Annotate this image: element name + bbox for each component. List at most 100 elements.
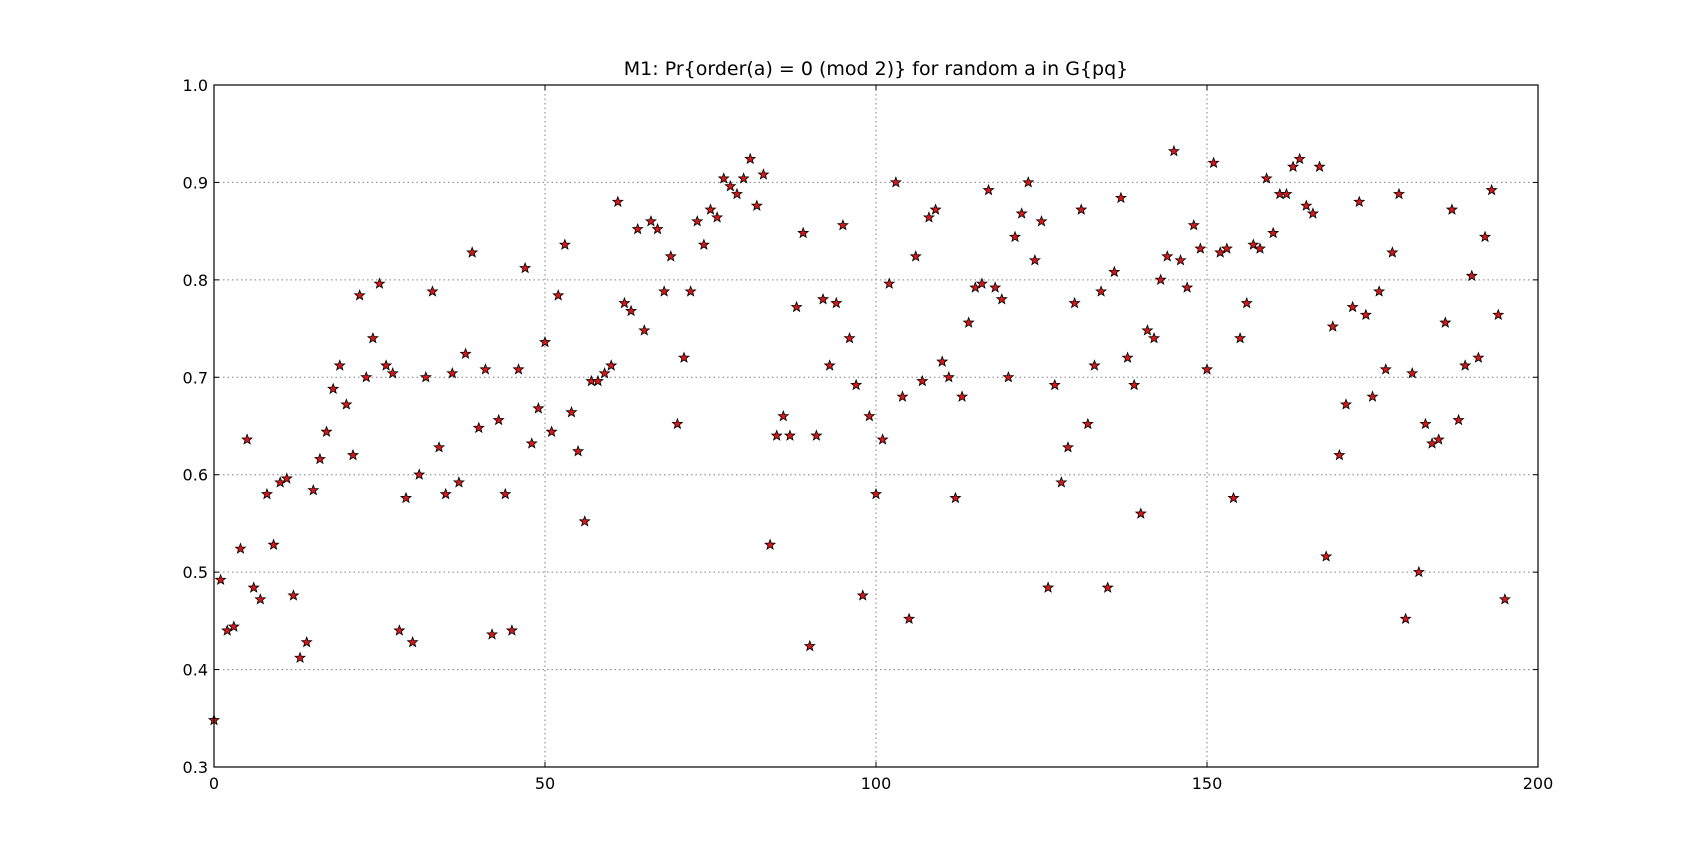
data-point [1207,156,1220,169]
data-point [320,425,333,437]
data-point [1293,152,1306,165]
data-point [1492,308,1505,321]
data-point [677,351,691,363]
data-point [519,261,532,274]
data-point [1194,242,1207,254]
data-point [254,593,267,605]
data-point [1459,359,1472,371]
data-point [505,624,518,636]
data-point [850,378,863,391]
data-point [313,452,326,465]
data-point [247,581,260,593]
data-point [479,363,492,375]
data-point [962,316,975,328]
data-point [459,347,472,360]
data-point [492,413,505,426]
data-point [638,324,651,336]
data-point [399,491,413,504]
data-point [843,331,856,344]
data-point [949,491,962,504]
y-tick-label: 0.3 [183,758,208,777]
data-point [671,417,684,430]
data-points [207,144,1511,726]
data-point [578,515,591,527]
y-tick-label: 0.6 [183,466,208,485]
data-point [704,203,717,215]
data-point [1101,581,1114,593]
data-point [717,172,730,184]
data-point [1174,254,1187,266]
data-point [446,367,459,379]
data-point [1267,226,1280,239]
data-point [300,635,313,648]
data-point [525,437,538,449]
data-point [1141,324,1154,336]
data-point [1154,273,1167,285]
data-point [327,382,340,395]
data-point [1287,160,1300,172]
data-point [353,289,366,301]
data-point [777,409,790,422]
data-point [942,370,955,383]
data-point [770,429,783,441]
data-point [1392,187,1406,200]
data-point [764,538,777,550]
data-point [889,176,902,188]
y-tick-label: 0.5 [183,563,208,582]
data-point [936,355,949,367]
data-point [1121,351,1134,363]
data-point [869,487,883,500]
data-point [691,215,704,227]
data-point [1399,612,1412,625]
data-point [1386,246,1399,258]
data-point [1419,417,1432,430]
data-point [1227,491,1240,504]
data-point [287,589,300,601]
data-point [214,573,227,586]
data-point [1234,331,1247,344]
data-point [591,374,604,387]
data-point [1280,187,1293,200]
chart-title: M1: Pr{order(a) = 0 (mod 2)} for random … [624,58,1128,80]
data-point [975,277,988,289]
data-point [651,222,664,235]
data-point [598,367,611,379]
data-point [1108,265,1121,278]
data-point [1406,367,1419,379]
data-point [903,612,916,625]
data-point [1048,378,1061,391]
data-point [499,487,512,500]
data-point [995,293,1008,305]
data-point [1326,320,1339,332]
data-point [267,538,280,550]
data-point [750,199,763,211]
data-point [836,218,849,231]
grid-lines [214,85,1538,767]
y-tick-label: 0.4 [183,661,208,680]
data-point [346,448,360,461]
data-point [830,296,843,309]
data-point [744,152,757,165]
data-point [512,363,525,375]
data-point [1439,316,1452,328]
data-point [393,624,406,636]
data-point [1022,176,1035,188]
data-point [1015,207,1028,219]
data-point [419,370,432,383]
data-point [916,374,929,387]
data-point [1061,441,1075,453]
data-point [380,359,393,371]
data-point [810,429,823,441]
data-point [1028,254,1041,266]
data-point [863,409,876,422]
data-point [234,542,247,554]
data-point [373,277,386,289]
data-point [803,639,816,652]
y-tick-label: 0.9 [183,173,208,192]
data-point [896,390,909,402]
data-point [340,398,353,410]
data-point [1333,448,1346,461]
data-point [711,211,724,223]
